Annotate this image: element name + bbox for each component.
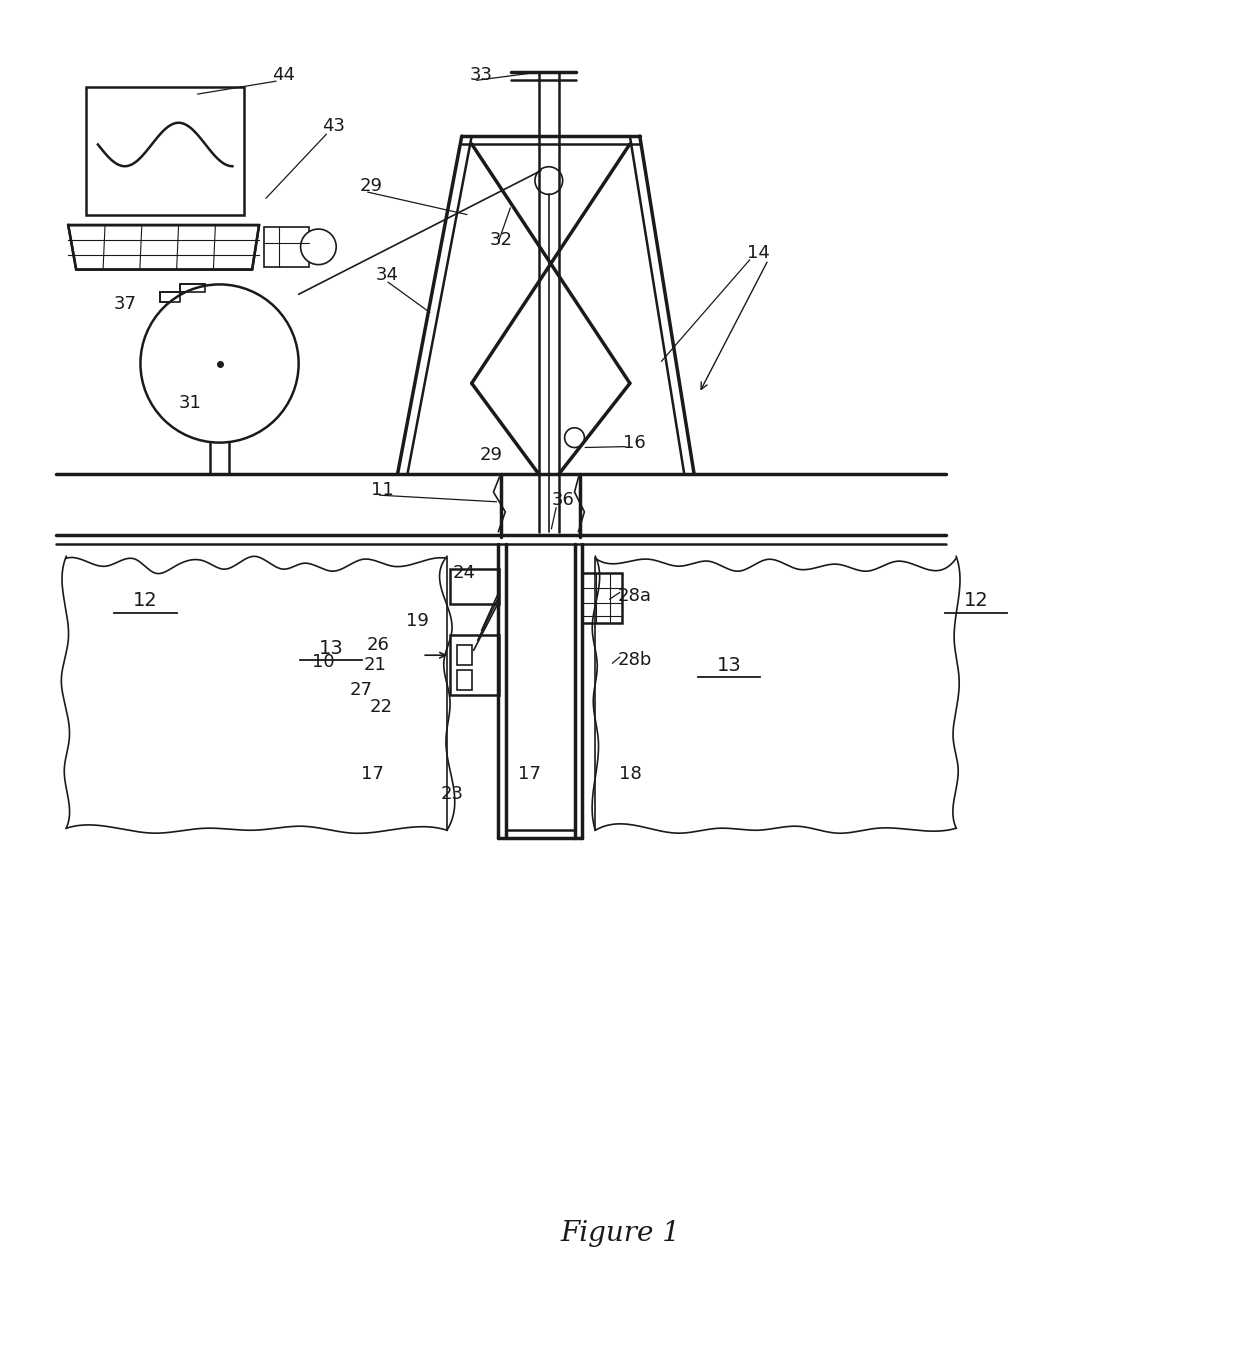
Text: 24: 24: [453, 564, 475, 581]
Text: 37: 37: [114, 295, 138, 314]
Text: 18: 18: [619, 765, 641, 783]
Bar: [450, 569, 500, 604]
Circle shape: [564, 428, 584, 448]
Text: 19: 19: [405, 611, 429, 630]
Text: 44: 44: [273, 66, 295, 83]
Text: 36: 36: [552, 491, 574, 509]
Text: 27: 27: [350, 681, 372, 699]
Text: 32: 32: [490, 232, 513, 249]
Text: 14: 14: [746, 244, 770, 261]
Bar: [456, 645, 471, 665]
Bar: [86, 86, 244, 215]
Text: 26: 26: [366, 637, 389, 654]
Text: 17: 17: [517, 765, 541, 783]
Circle shape: [140, 284, 299, 443]
Polygon shape: [68, 225, 259, 269]
Bar: [264, 227, 309, 267]
Text: 12: 12: [133, 591, 157, 610]
Bar: [583, 573, 622, 623]
Text: 28a: 28a: [618, 587, 652, 604]
Text: 13: 13: [319, 639, 343, 658]
Circle shape: [300, 229, 336, 265]
Text: 29: 29: [360, 176, 382, 195]
Text: 43: 43: [321, 117, 345, 135]
Text: 21: 21: [363, 656, 386, 674]
Bar: [456, 670, 471, 689]
Text: 31: 31: [179, 394, 201, 412]
Text: 16: 16: [624, 433, 646, 452]
Text: 23: 23: [440, 785, 464, 802]
Text: 10: 10: [312, 653, 335, 672]
Bar: [450, 635, 500, 695]
Text: 12: 12: [963, 591, 988, 610]
Text: 11: 11: [371, 481, 394, 499]
Text: 34: 34: [376, 265, 399, 284]
Circle shape: [534, 167, 563, 194]
Text: 22: 22: [370, 697, 392, 716]
Text: 13: 13: [717, 656, 742, 674]
Text: 17: 17: [361, 765, 384, 783]
Text: 28b: 28b: [618, 651, 652, 669]
Text: Figure 1: Figure 1: [560, 1221, 680, 1248]
Polygon shape: [160, 284, 205, 303]
Text: 33: 33: [470, 66, 494, 83]
Text: 29: 29: [480, 447, 503, 464]
